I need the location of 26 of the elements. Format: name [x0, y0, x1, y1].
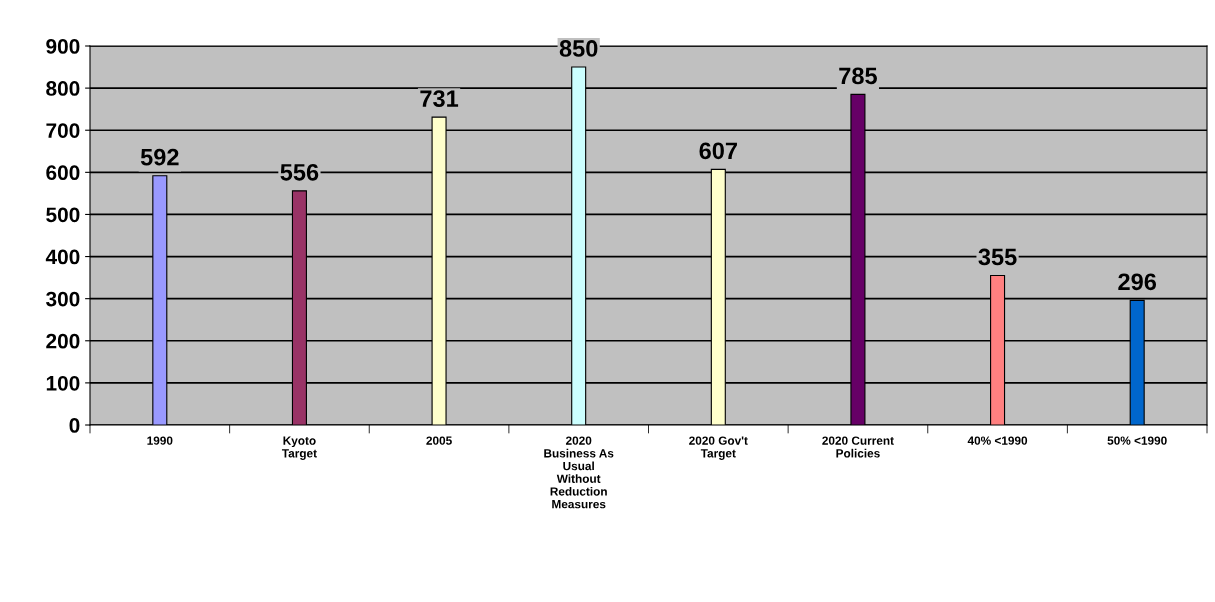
x-tick-label: 2020 Business As Usual Without Reduction Measures	[544, 436, 614, 509]
y-tick-label: 900	[46, 39, 80, 54]
x-tick-label: 2005	[426, 436, 452, 445]
data-label: 850	[559, 40, 598, 57]
y-tick-label: 500	[46, 207, 80, 223]
y-tick-label: 400	[45, 249, 80, 265]
data-label: 731	[420, 90, 459, 107]
y-tick-label: 700	[46, 123, 80, 138]
x-tick-label: Kyoto Target	[281, 436, 317, 460]
y-tick-label: 200	[46, 333, 80, 349]
y-tick-label: 0	[69, 418, 80, 433]
x-tick-label: 40% <1990	[967, 436, 1028, 445]
y-tick-label: 300	[46, 291, 80, 307]
data-label: 785	[839, 67, 877, 85]
x-tick-label: 2020 Gov't Target	[689, 436, 748, 460]
data-label: 296	[1118, 273, 1157, 291]
y-tick-label: 100	[46, 375, 80, 391]
data-label: 556	[280, 163, 319, 181]
data-label: 607	[699, 142, 737, 160]
y-tick-label: 600	[46, 165, 80, 181]
x-tick-label: 50% <1990	[1107, 436, 1167, 445]
data-label: 355	[978, 248, 1017, 266]
data-label: 592	[140, 148, 179, 166]
x-tick-label: 1990	[147, 436, 173, 445]
y-tick-label: 800	[46, 81, 80, 96]
x-tick-label: 2020 Current Policies	[822, 436, 894, 458]
